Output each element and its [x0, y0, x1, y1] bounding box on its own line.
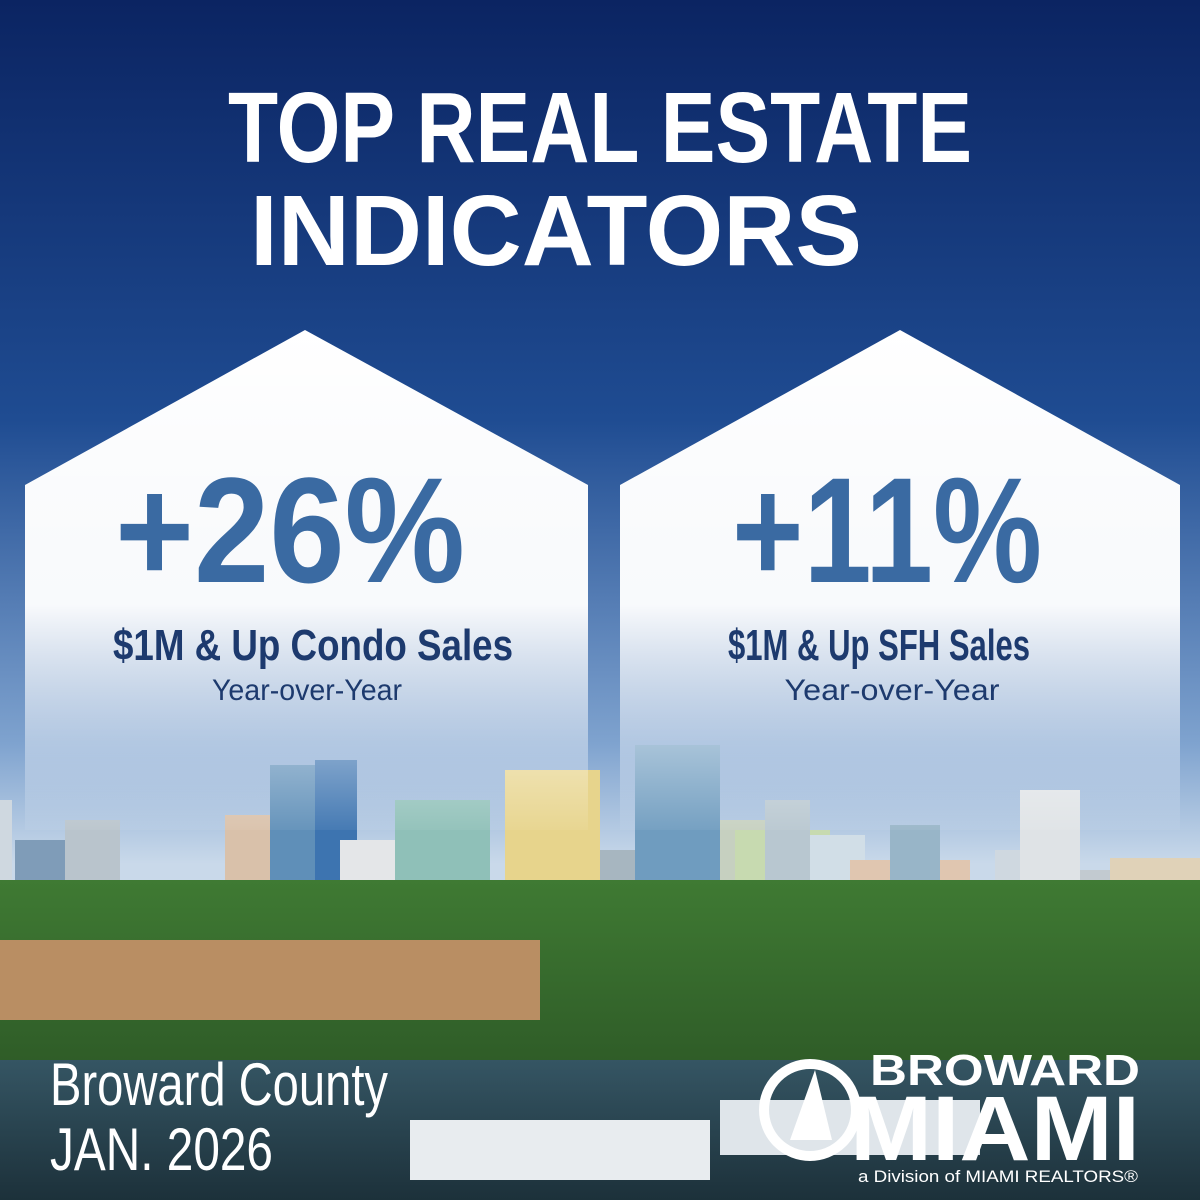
title-line: INDICATORS: [250, 175, 862, 287]
title-line: TOP REAL ESTATE: [228, 72, 972, 184]
stat-label: $1M & Up SFH Sales: [728, 621, 1030, 670]
stat-value: +26%: [115, 446, 465, 614]
logo-top: BROWARD: [870, 1046, 1140, 1095]
date: JAN. 2026: [50, 1116, 273, 1183]
stat-label: $1M & Up Condo Sales: [113, 621, 513, 670]
house-card: [25, 330, 588, 830]
logo-tagline: a Division of MIAMI REALTORS®: [858, 1167, 1139, 1186]
house-card: [620, 330, 1180, 830]
stat-value: +11%: [732, 446, 1042, 614]
boat: [410, 1120, 710, 1180]
logo-main: MIAMI: [850, 1078, 1140, 1180]
stat-period: Year-over-Year: [785, 674, 1000, 707]
location: Broward County: [50, 1051, 388, 1118]
building: [0, 940, 540, 1020]
stat-period: Year-over-Year: [212, 674, 402, 707]
logo-icon: [790, 1070, 832, 1140]
building: [0, 800, 12, 900]
logo-icon: [759, 1059, 861, 1161]
